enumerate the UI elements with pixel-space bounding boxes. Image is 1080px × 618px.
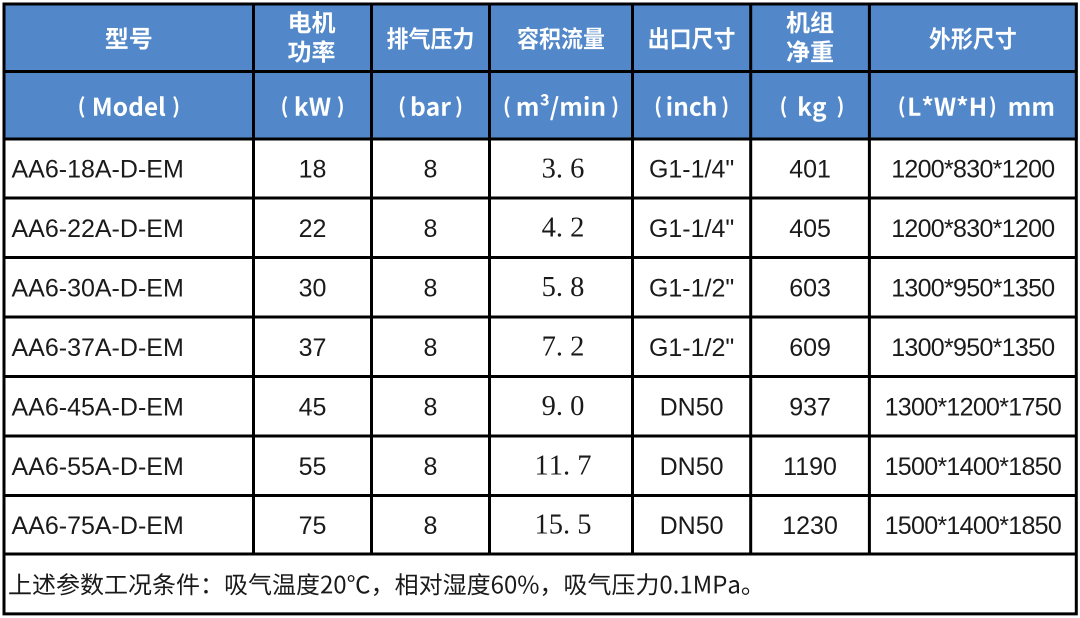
svg-text:8: 8 — [424, 334, 438, 362]
svg-text:603: 603 — [789, 274, 831, 302]
svg-text:1500*1400*1850: 1500*1400*1850 — [885, 453, 1062, 481]
svg-text:401: 401 — [789, 156, 831, 184]
svg-text:AA6-30A-D-EM: AA6-30A-D-EM — [12, 274, 184, 302]
svg-text:4.2: 4.2 — [542, 213, 585, 244]
svg-text:1500*1400*1850: 1500*1400*1850 — [885, 512, 1062, 540]
svg-text:30: 30 — [299, 274, 327, 302]
svg-text:22: 22 — [299, 215, 327, 243]
svg-text:609: 609 — [789, 334, 831, 362]
svg-text:AA6-75A-D-EM: AA6-75A-D-EM — [12, 512, 184, 540]
svg-text:5.8: 5.8 — [542, 272, 585, 303]
svg-text:8: 8 — [424, 156, 438, 184]
svg-text:1300*950*1350: 1300*950*1350 — [891, 274, 1054, 302]
svg-text:1200*830*1200: 1200*830*1200 — [891, 215, 1054, 243]
svg-text:11.7: 11.7 — [535, 451, 592, 482]
svg-text:DN50: DN50 — [660, 393, 724, 421]
svg-text:AA6-18A-D-EM: AA6-18A-D-EM — [12, 156, 184, 184]
svg-text:75: 75 — [299, 512, 327, 540]
svg-text:3.6: 3.6 — [542, 153, 585, 184]
svg-text:1200*830*1200: 1200*830*1200 — [891, 156, 1054, 184]
svg-text:18: 18 — [299, 156, 327, 184]
svg-text:G1-1/2": G1-1/2" — [649, 334, 734, 362]
svg-text:G1-1/4": G1-1/4" — [649, 215, 734, 243]
svg-text:37: 37 — [299, 334, 327, 362]
svg-text:1230: 1230 — [782, 512, 838, 540]
svg-text:405: 405 — [789, 215, 831, 243]
svg-text:G1-1/4": G1-1/4" — [649, 156, 734, 184]
svg-text:DN50: DN50 — [660, 453, 724, 481]
svg-text:8: 8 — [424, 393, 438, 421]
svg-text:AA6-37A-D-EM: AA6-37A-D-EM — [12, 334, 184, 362]
svg-text:1300*1200*1750: 1300*1200*1750 — [885, 393, 1062, 421]
svg-text:8: 8 — [424, 512, 438, 540]
svg-text:1300*950*1350: 1300*950*1350 — [891, 334, 1054, 362]
svg-text:7.2: 7.2 — [542, 332, 585, 363]
svg-text:AA6-45A-D-EM: AA6-45A-D-EM — [12, 393, 184, 421]
svg-text:DN50: DN50 — [660, 512, 724, 540]
svg-text:1190: 1190 — [783, 453, 837, 481]
svg-text:8: 8 — [424, 274, 438, 302]
svg-text:9.0: 9.0 — [542, 391, 585, 422]
svg-text:8: 8 — [424, 453, 438, 481]
svg-text:45: 45 — [299, 393, 327, 421]
svg-text:G1-1/2": G1-1/2" — [649, 274, 734, 302]
svg-text:AA6-55A-D-EM: AA6-55A-D-EM — [12, 453, 184, 481]
svg-text:15.5: 15.5 — [535, 510, 592, 541]
svg-text:8: 8 — [424, 215, 438, 243]
svg-text:AA6-22A-D-EM: AA6-22A-D-EM — [12, 215, 184, 243]
svg-text:55: 55 — [299, 453, 327, 481]
svg-text:937: 937 — [789, 393, 831, 421]
